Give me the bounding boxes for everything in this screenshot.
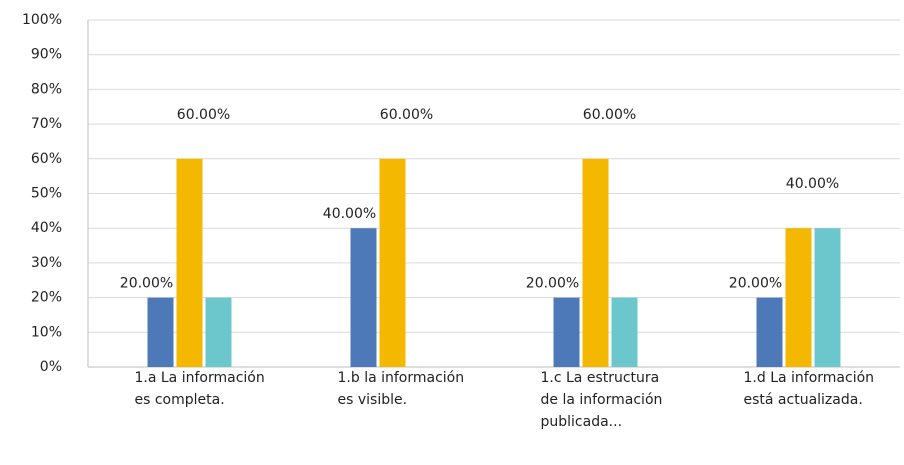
y-tick-label: 40% <box>31 220 62 236</box>
data-label: 60.00% <box>583 107 636 123</box>
bar <box>350 228 377 367</box>
data-label: 20.00% <box>729 276 782 292</box>
data-label: 20.00% <box>120 276 173 292</box>
data-label: 60.00% <box>177 107 230 123</box>
y-tick-label: 100% <box>22 12 62 28</box>
bar <box>147 297 174 367</box>
bar <box>379 158 406 367</box>
y-tick-label: 80% <box>31 81 62 97</box>
data-label: 40.00% <box>786 176 839 192</box>
y-tick-label: 90% <box>31 47 62 63</box>
bar <box>756 297 783 367</box>
x-tick-label: 1.c La estructura de la información publ… <box>540 370 663 430</box>
bar <box>785 228 812 367</box>
x-tick-label: 1.a La información es completa. <box>134 370 265 408</box>
data-label: 20.00% <box>526 276 579 292</box>
bar <box>553 297 580 367</box>
bar <box>814 228 841 367</box>
y-tick-label: 20% <box>31 290 62 306</box>
y-tick-label: 0% <box>40 359 62 375</box>
x-tick-label: 1.b la información es visible. <box>337 370 465 408</box>
data-label: 40.00% <box>323 206 376 222</box>
y-tick-label: 30% <box>31 255 62 271</box>
bar <box>205 297 232 367</box>
y-tick-label: 70% <box>31 116 62 132</box>
y-tick-label: 60% <box>31 151 62 167</box>
bar <box>582 158 609 367</box>
bar <box>611 297 638 367</box>
x-tick-label: 1.d La información está actualizada. <box>743 370 875 408</box>
data-label: 60.00% <box>380 107 433 123</box>
y-tick-label: 10% <box>31 324 62 340</box>
bar <box>176 158 203 367</box>
y-tick-label: 50% <box>31 186 62 202</box>
